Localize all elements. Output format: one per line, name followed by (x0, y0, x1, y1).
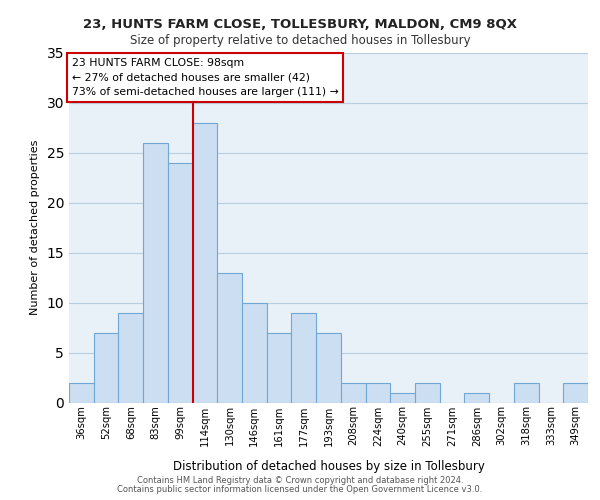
Bar (69, 382, 94, 402)
Bar (217, 272, 242, 402)
Bar (267, 332, 292, 402)
Text: 23, HUNTS FARM CLOSE, TOLLESBURY, MALDON, CM9 8QX: 23, HUNTS FARM CLOSE, TOLLESBURY, MALDON… (83, 18, 517, 30)
Bar (563, 382, 588, 402)
Bar (168, 162, 193, 402)
Bar (242, 302, 267, 402)
Bar (365, 382, 390, 402)
Bar (143, 142, 168, 402)
Bar (415, 382, 440, 402)
Text: Size of property relative to detached houses in Tollesbury: Size of property relative to detached ho… (130, 34, 470, 47)
Text: Contains public sector information licensed under the Open Government Licence v3: Contains public sector information licen… (118, 484, 482, 494)
Bar (341, 382, 365, 402)
X-axis label: Distribution of detached houses by size in Tollesbury: Distribution of detached houses by size … (173, 460, 484, 472)
Bar (118, 312, 143, 402)
Text: Contains HM Land Registry data © Crown copyright and database right 2024.: Contains HM Land Registry data © Crown c… (137, 476, 463, 485)
Bar (464, 392, 489, 402)
Y-axis label: Number of detached properties: Number of detached properties (29, 140, 40, 315)
Bar (193, 122, 217, 402)
Bar (292, 312, 316, 402)
Text: 23 HUNTS FARM CLOSE: 98sqm
← 27% of detached houses are smaller (42)
73% of semi: 23 HUNTS FARM CLOSE: 98sqm ← 27% of deta… (71, 58, 338, 98)
Bar (316, 332, 341, 402)
Bar (390, 392, 415, 402)
Bar (94, 332, 118, 402)
Bar (514, 382, 539, 402)
